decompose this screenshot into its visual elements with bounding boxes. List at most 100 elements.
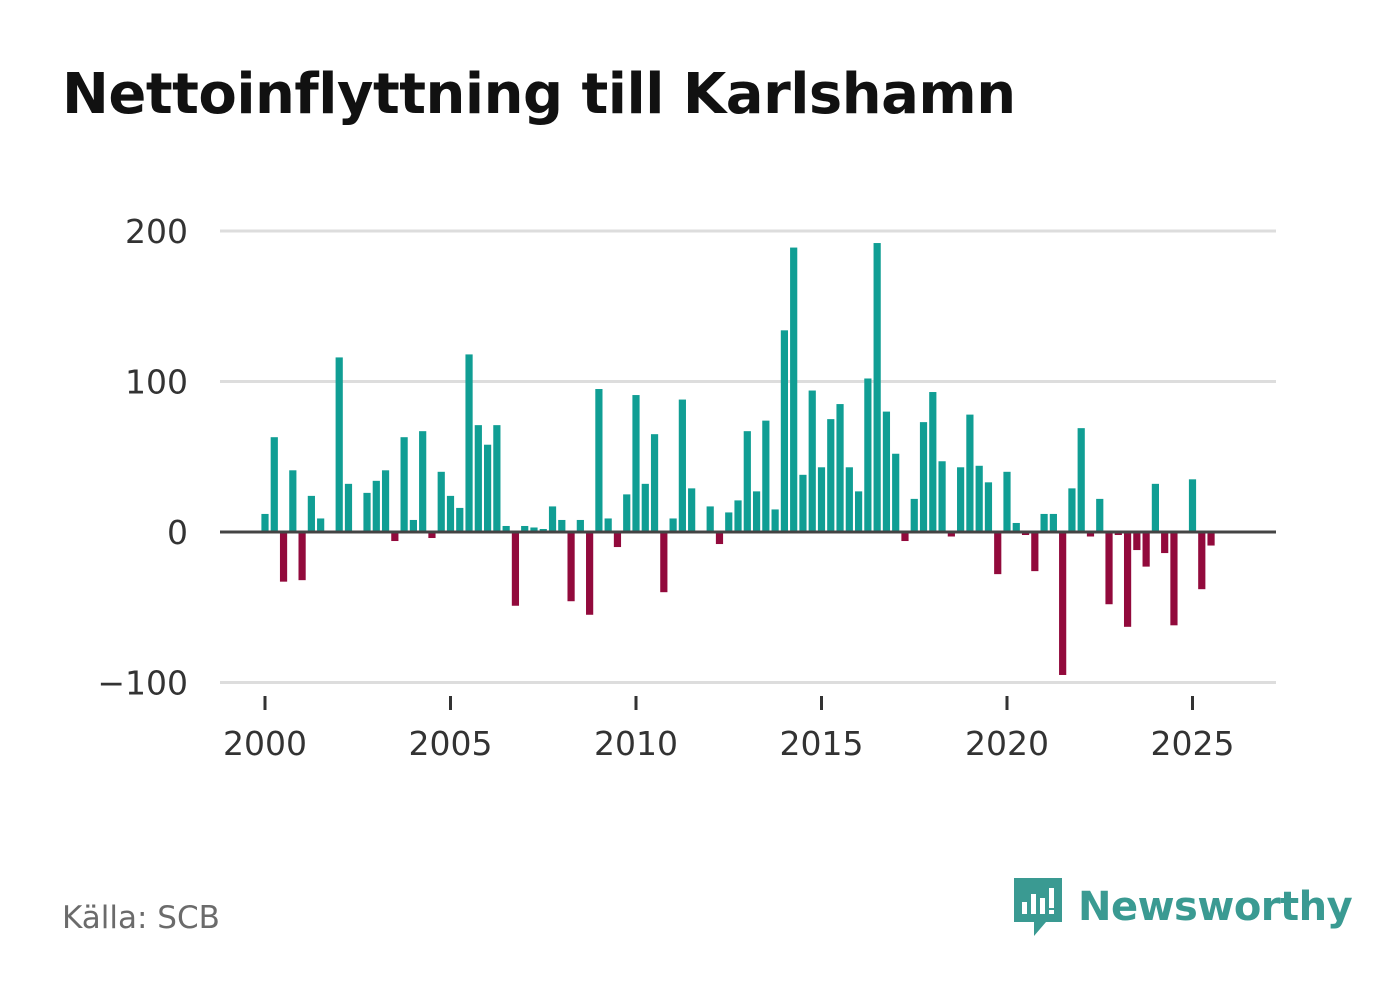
bar	[1040, 513, 1048, 532]
source-note: Källa: SCB	[62, 900, 220, 936]
bar	[270, 437, 278, 532]
bar	[660, 532, 668, 593]
gridlines	[220, 229, 1276, 684]
y-tick-label: 0	[167, 513, 188, 552]
bar	[938, 461, 946, 532]
bar	[502, 525, 510, 532]
bar	[808, 390, 816, 532]
bar	[1086, 532, 1095, 537]
bar	[511, 532, 520, 606]
newsworthy-chart-icon	[1014, 878, 1062, 936]
newsworthy-logo[interactable]: Newsworthy	[1012, 876, 1353, 938]
bar	[1012, 522, 1020, 532]
bar	[409, 519, 417, 532]
bar	[827, 419, 835, 533]
x-tick-label: 2020	[965, 724, 1049, 763]
bar	[1114, 532, 1122, 536]
bar	[919, 422, 928, 532]
bar	[929, 392, 937, 532]
bar	[734, 500, 742, 532]
y-tick-label: 100	[125, 363, 188, 402]
bar	[975, 465, 983, 532]
bar	[725, 512, 733, 532]
bar	[799, 474, 807, 532]
bar	[873, 243, 881, 533]
bar	[558, 519, 566, 532]
brand-name: Newsworthy	[1078, 884, 1353, 930]
bar	[521, 525, 529, 532]
bar	[892, 453, 900, 532]
bar	[1049, 513, 1057, 532]
bar	[613, 532, 622, 548]
bar	[1207, 532, 1215, 546]
bar	[465, 354, 473, 532]
bar	[317, 518, 325, 532]
bar	[1059, 532, 1067, 675]
bar	[623, 494, 631, 533]
axes: −100 0 100 200 2000 2005 2010 2015 2020 2025	[97, 212, 1276, 763]
bar	[669, 518, 677, 532]
bar	[966, 414, 974, 532]
bar	[484, 444, 492, 532]
bar	[335, 357, 343, 532]
bar	[372, 480, 380, 532]
x-tick-label: 2000	[223, 724, 307, 763]
bar	[1170, 532, 1178, 626]
bar	[780, 330, 788, 532]
bar	[947, 532, 955, 537]
bar	[1151, 483, 1159, 532]
bar	[762, 420, 770, 532]
bar	[604, 518, 612, 532]
bar	[650, 434, 659, 532]
bar	[836, 404, 844, 532]
x-tick-label: 2025	[1151, 724, 1235, 763]
x-tick-label: 2005	[409, 724, 493, 763]
bar	[957, 467, 965, 532]
bar	[1133, 532, 1141, 551]
bar	[289, 470, 297, 532]
bar	[1077, 428, 1085, 532]
bar	[446, 495, 455, 532]
bar	[845, 467, 853, 532]
bar	[864, 378, 872, 532]
bar	[576, 519, 584, 532]
bar	[586, 532, 594, 615]
bar	[771, 509, 779, 532]
bar	[901, 532, 909, 542]
bar	[790, 247, 798, 532]
bar	[688, 488, 696, 532]
bar	[743, 431, 751, 532]
bars	[261, 243, 1215, 675]
bar	[882, 411, 891, 532]
bar	[1123, 532, 1132, 627]
bar	[1161, 532, 1169, 554]
bar	[493, 425, 501, 532]
bar	[1021, 532, 1030, 536]
bar	[595, 389, 603, 532]
bar	[632, 395, 640, 532]
bar	[1105, 532, 1113, 605]
chart-title: Nettoinflyttning till Karlshamn	[62, 62, 1016, 127]
bar	[1003, 471, 1011, 532]
bar	[1096, 498, 1104, 532]
bar	[1068, 488, 1076, 532]
bar	[1142, 532, 1150, 567]
bar	[474, 425, 482, 532]
x-tick-label: 2015	[780, 724, 864, 763]
bar	[419, 431, 427, 532]
bar	[298, 532, 306, 581]
bar	[261, 513, 269, 532]
bar	[530, 527, 538, 532]
bar	[381, 470, 390, 532]
bar	[391, 532, 399, 542]
bar	[400, 437, 408, 532]
bar	[994, 532, 1002, 575]
bar	[984, 482, 993, 532]
bar	[1031, 532, 1039, 572]
bar	[715, 532, 724, 545]
bar	[817, 467, 826, 532]
bar	[752, 491, 761, 532]
bar	[428, 532, 436, 539]
bar	[437, 471, 445, 532]
